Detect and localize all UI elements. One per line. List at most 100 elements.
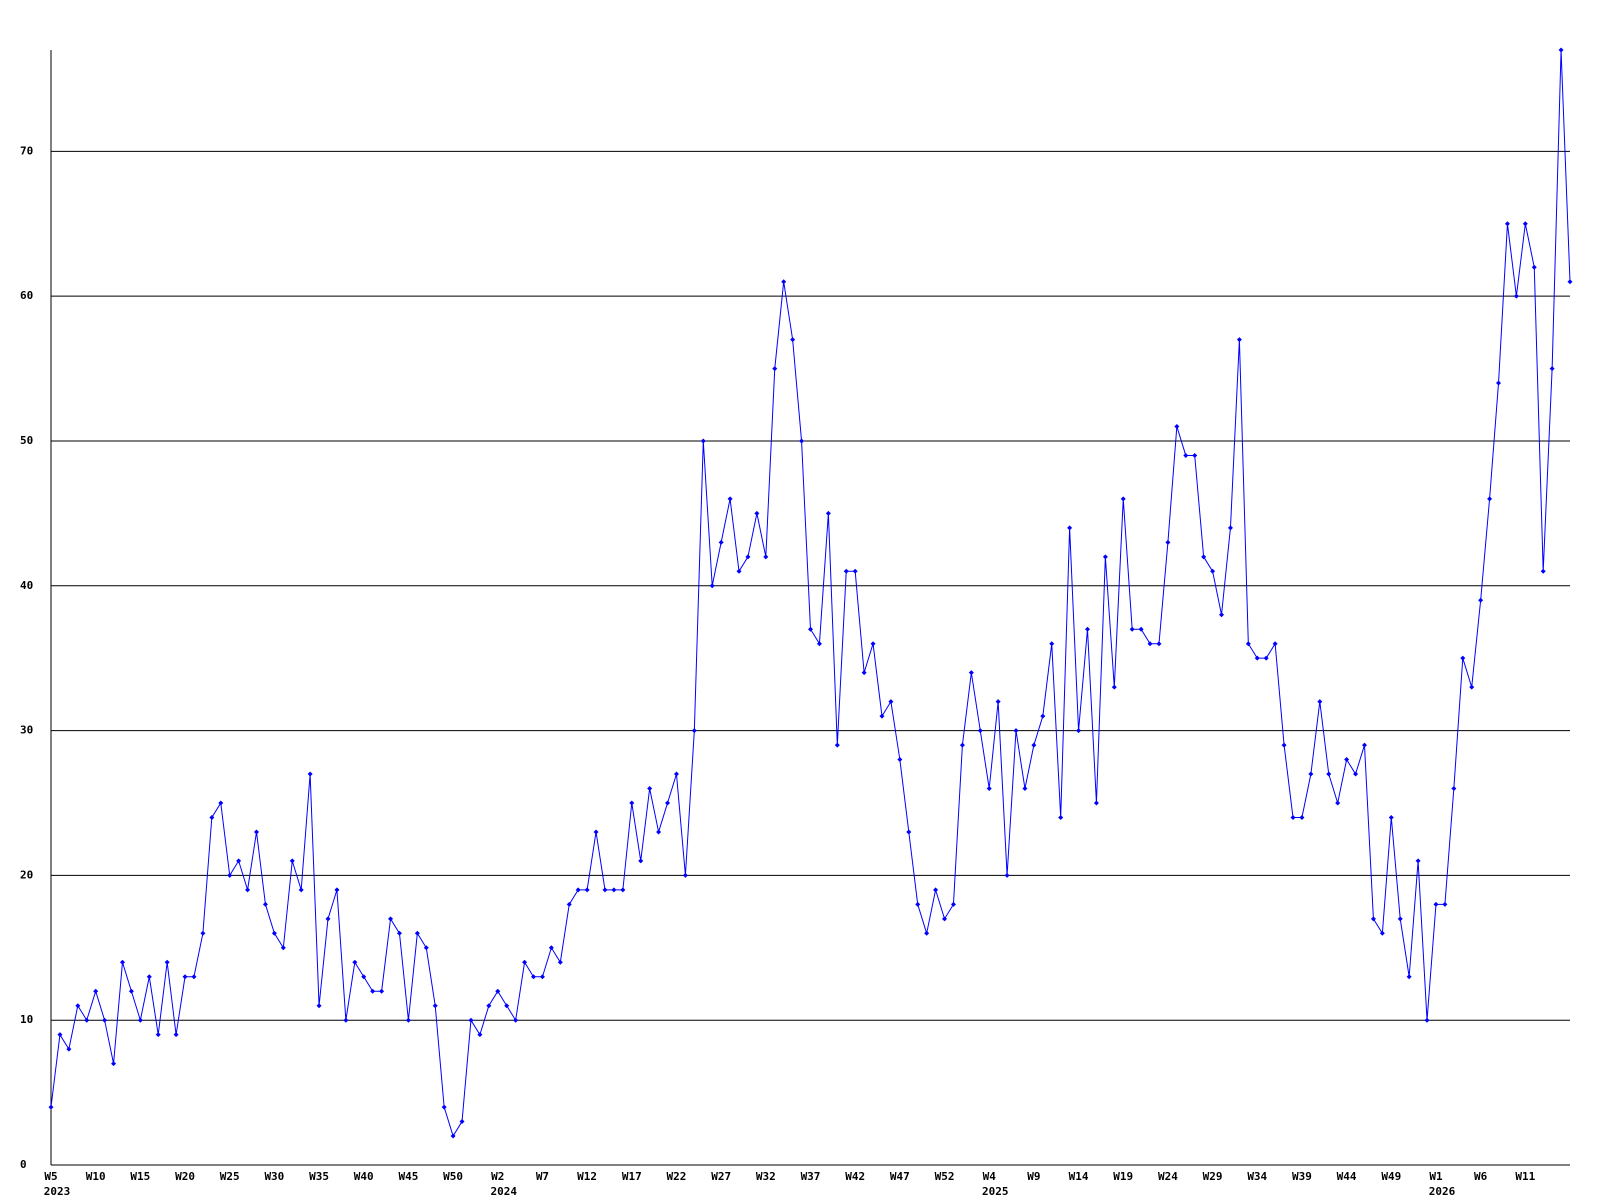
x-tick-label: W39 (1292, 1170, 1312, 1183)
data-point (111, 1061, 117, 1067)
x-tick-label: W22 (667, 1170, 687, 1183)
data-point (1496, 380, 1502, 386)
x-tick-label: W34 (1247, 1170, 1267, 1183)
data-point (1388, 814, 1394, 820)
x-tick-label: W11 (1515, 1170, 1535, 1183)
data-point (289, 858, 295, 864)
data-point (1093, 800, 1099, 806)
data-point (119, 959, 125, 965)
data-point (48, 1104, 54, 1110)
data-point (423, 945, 429, 951)
data-point (155, 1032, 161, 1038)
data-point (1487, 496, 1493, 502)
data-point (236, 858, 242, 864)
data-point (906, 829, 912, 835)
data-point (298, 887, 304, 893)
data-point (66, 1046, 72, 1052)
data-point (1192, 452, 1198, 458)
data-point (736, 568, 742, 574)
data-point (1111, 684, 1117, 690)
data-point (1156, 641, 1162, 647)
data-point (468, 1017, 474, 1023)
data-point (1442, 901, 1448, 907)
y-tick-label: 50 (20, 434, 33, 447)
x-tick-label: W24 (1158, 1170, 1178, 1183)
data-point (1335, 800, 1341, 806)
data-point (1174, 423, 1180, 429)
data-point (182, 974, 188, 980)
data-point (200, 930, 206, 936)
data-point (933, 887, 939, 893)
data-point (593, 829, 599, 835)
data-point (942, 916, 948, 922)
data-point (1424, 1017, 1430, 1023)
data-point (799, 438, 805, 444)
data-point (522, 959, 528, 965)
x-tick-label: W27 (711, 1170, 731, 1183)
x-tick-label: W47 (890, 1170, 910, 1183)
data-point (405, 1017, 411, 1023)
data-point (1040, 713, 1046, 719)
data-point (1236, 337, 1242, 343)
data-point (763, 554, 769, 560)
x-year-label: 2026 (1429, 1185, 1456, 1198)
data-point (1004, 872, 1010, 878)
data-point (1406, 974, 1412, 980)
data-point (665, 800, 671, 806)
data-point (1272, 641, 1278, 647)
x-tick-label: W12 (577, 1170, 597, 1183)
data-point (459, 1119, 465, 1125)
data-point (361, 974, 367, 980)
x-tick-label: W32 (756, 1170, 776, 1183)
data-point (709, 583, 715, 589)
data-point (1308, 771, 1314, 777)
data-point (316, 1003, 322, 1009)
data-point (75, 1003, 81, 1009)
data-point (700, 438, 706, 444)
x-tick-label: W45 (398, 1170, 418, 1183)
y-tick-label: 60 (20, 289, 33, 302)
data-point (1353, 771, 1359, 777)
data-point (1165, 539, 1171, 545)
data-point (173, 1032, 179, 1038)
data-point (262, 901, 268, 907)
data-point (414, 930, 420, 936)
data-point (1558, 47, 1564, 53)
data-point (718, 539, 724, 545)
data-point (57, 1032, 63, 1038)
data-point (656, 829, 662, 835)
x-tick-label: W9 (1027, 1170, 1040, 1183)
data-point (745, 554, 751, 560)
data-point (566, 901, 572, 907)
y-tick-label: 10 (20, 1013, 33, 1026)
data-point (432, 1003, 438, 1009)
data-point (1567, 279, 1573, 285)
data-point (584, 887, 590, 893)
x-year-label: 2025 (982, 1185, 1009, 1198)
data-point (808, 626, 813, 632)
data-point (995, 699, 1001, 705)
x-tick-label: W6 (1474, 1170, 1488, 1183)
data-point (888, 699, 894, 705)
y-tick-label: 40 (20, 579, 33, 592)
data-point (1281, 742, 1287, 748)
data-point (1433, 901, 1439, 907)
data-point (307, 771, 313, 777)
data-point (209, 814, 215, 820)
x-tick-label: W19 (1113, 1170, 1133, 1183)
y-tick-label: 70 (20, 144, 33, 157)
y-tick-label: 20 (20, 868, 33, 881)
data-point (1361, 742, 1367, 748)
x-tick-label: W37 (801, 1170, 821, 1183)
data-point (1219, 612, 1225, 618)
data-point (861, 670, 867, 676)
data-point (1227, 525, 1233, 531)
data-point (754, 510, 760, 516)
data-point (968, 670, 974, 676)
data-point (1022, 786, 1028, 792)
x-tick-label: W1 (1429, 1170, 1443, 1183)
data-point (1469, 684, 1475, 690)
data-point (1415, 858, 1421, 864)
x-tick-label: W15 (130, 1170, 150, 1183)
